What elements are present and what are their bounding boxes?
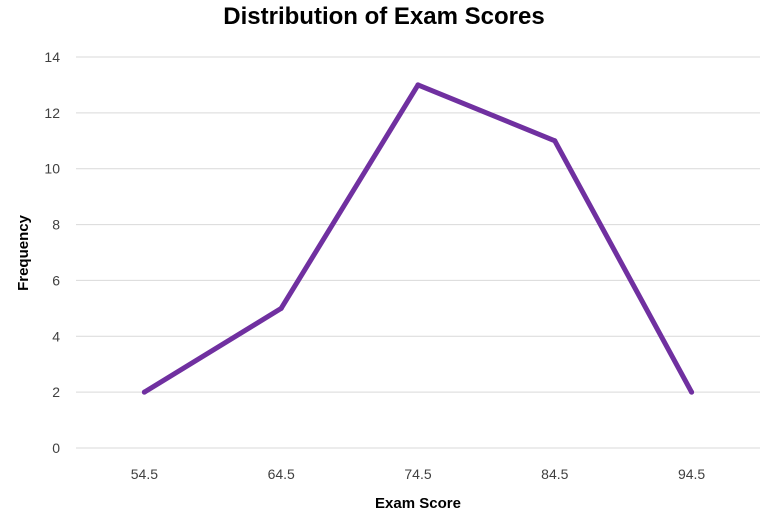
y-tick-label: 12 — [44, 105, 60, 121]
y-tick-label: 14 — [44, 49, 60, 65]
x-tick-label: 64.5 — [268, 466, 295, 482]
y-axis-title: Frequency — [15, 214, 32, 291]
x-tick-label: 84.5 — [541, 466, 568, 482]
y-tick-label: 8 — [52, 217, 60, 233]
y-tick-label: 6 — [52, 272, 60, 288]
x-tick-label: 94.5 — [678, 466, 705, 482]
x-tick-label: 54.5 — [131, 466, 158, 482]
y-tick-label: 10 — [44, 161, 60, 177]
data-point — [689, 389, 695, 395]
data-point — [278, 305, 284, 311]
y-tick-label: 4 — [52, 328, 60, 344]
series-line — [141, 82, 695, 395]
y-tick-label: 0 — [52, 440, 60, 456]
x-tick-label: 74.5 — [404, 466, 431, 482]
data-point — [552, 138, 558, 144]
data-point — [415, 82, 421, 88]
y-axis-ticks: 0 2 4 6 8 10 12 14 — [44, 49, 60, 456]
data-point — [141, 389, 147, 395]
y-tick-label: 2 — [52, 384, 60, 400]
chart-title: Distribution of Exam Scores — [223, 3, 544, 30]
series-layer — [141, 82, 695, 395]
x-axis-ticks: 54.5 64.5 74.5 84.5 94.5 — [131, 466, 706, 482]
x-axis-title: Exam Score — [375, 495, 461, 512]
gridlines — [76, 56, 760, 449]
